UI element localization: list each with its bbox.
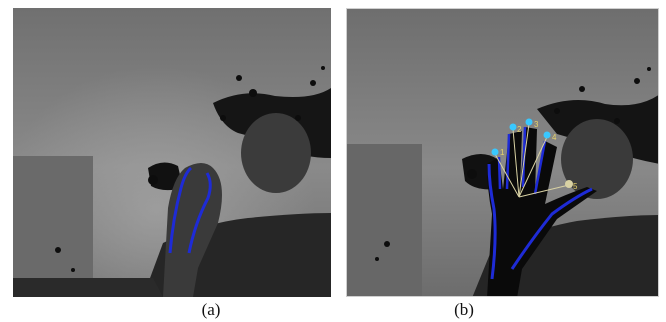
finger-label-4: 4 — [552, 133, 557, 142]
hand-contour — [487, 163, 497, 280]
finger-vectors — [494, 123, 570, 198]
finger-label-5: 5 — [573, 182, 578, 191]
finger-label-3: 3 — [534, 120, 539, 129]
caption-a: (a) — [201, 300, 221, 319]
depth-image-panel-a — [13, 8, 331, 297]
hand-contour-left — [168, 166, 193, 254]
person-head — [241, 113, 311, 193]
depth-image-panel-b: 1 2 3 4 5 — [346, 8, 659, 297]
finger-label-2: 2 — [517, 125, 522, 134]
depth-image-a — [13, 8, 331, 297]
background-wall — [13, 156, 93, 297]
background-wall — [347, 144, 422, 296]
fingertip-markers — [491, 118, 573, 188]
depth-image-b: 1 2 3 4 5 — [347, 9, 658, 296]
caption-b: (b) — [454, 300, 474, 319]
finger-label-1: 1 — [500, 148, 505, 157]
person-head — [561, 119, 633, 199]
hand-silhouette — [487, 127, 597, 296]
hand-contour-right — [187, 172, 212, 254]
